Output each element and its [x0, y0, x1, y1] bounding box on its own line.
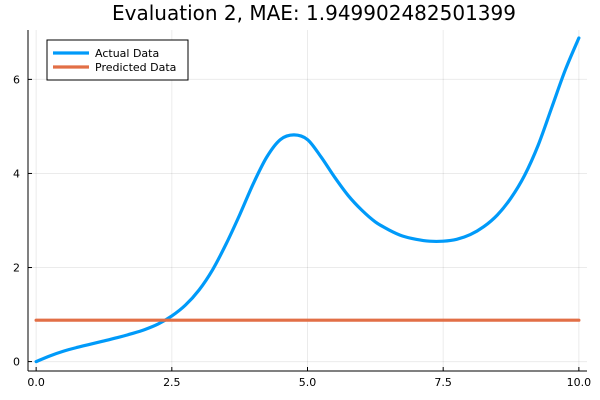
grid-layer — [28, 30, 587, 371]
series-layer — [34, 36, 581, 364]
ticks-layer: 0.0 2.5 5.0 7.5 10.0 0 2 4 6 — [13, 73, 591, 389]
legend-label-actual-data: Actual Data — [95, 47, 159, 60]
y-tick-label-2: 4 — [13, 167, 20, 180]
y-tick-label-0: 0 — [13, 356, 20, 369]
x-tick-label-3: 7.5 — [434, 376, 452, 389]
legend-label-predicted-data: Predicted Data — [95, 61, 176, 74]
x-tick-label-0: 0.0 — [27, 376, 45, 389]
x-tick-label-4: 10.0 — [567, 376, 592, 389]
series-line-actual-data — [34, 36, 581, 364]
x-tick-label-1: 2.5 — [163, 376, 181, 389]
chart-title: Evaluation 2, MAE: 1.949902482501399 — [112, 1, 516, 25]
legend-box — [46, 39, 189, 81]
y-tick-label-3: 6 — [13, 73, 20, 86]
y-tick-label-1: 2 — [13, 262, 20, 275]
x-tick-label-2: 5.0 — [299, 376, 317, 389]
